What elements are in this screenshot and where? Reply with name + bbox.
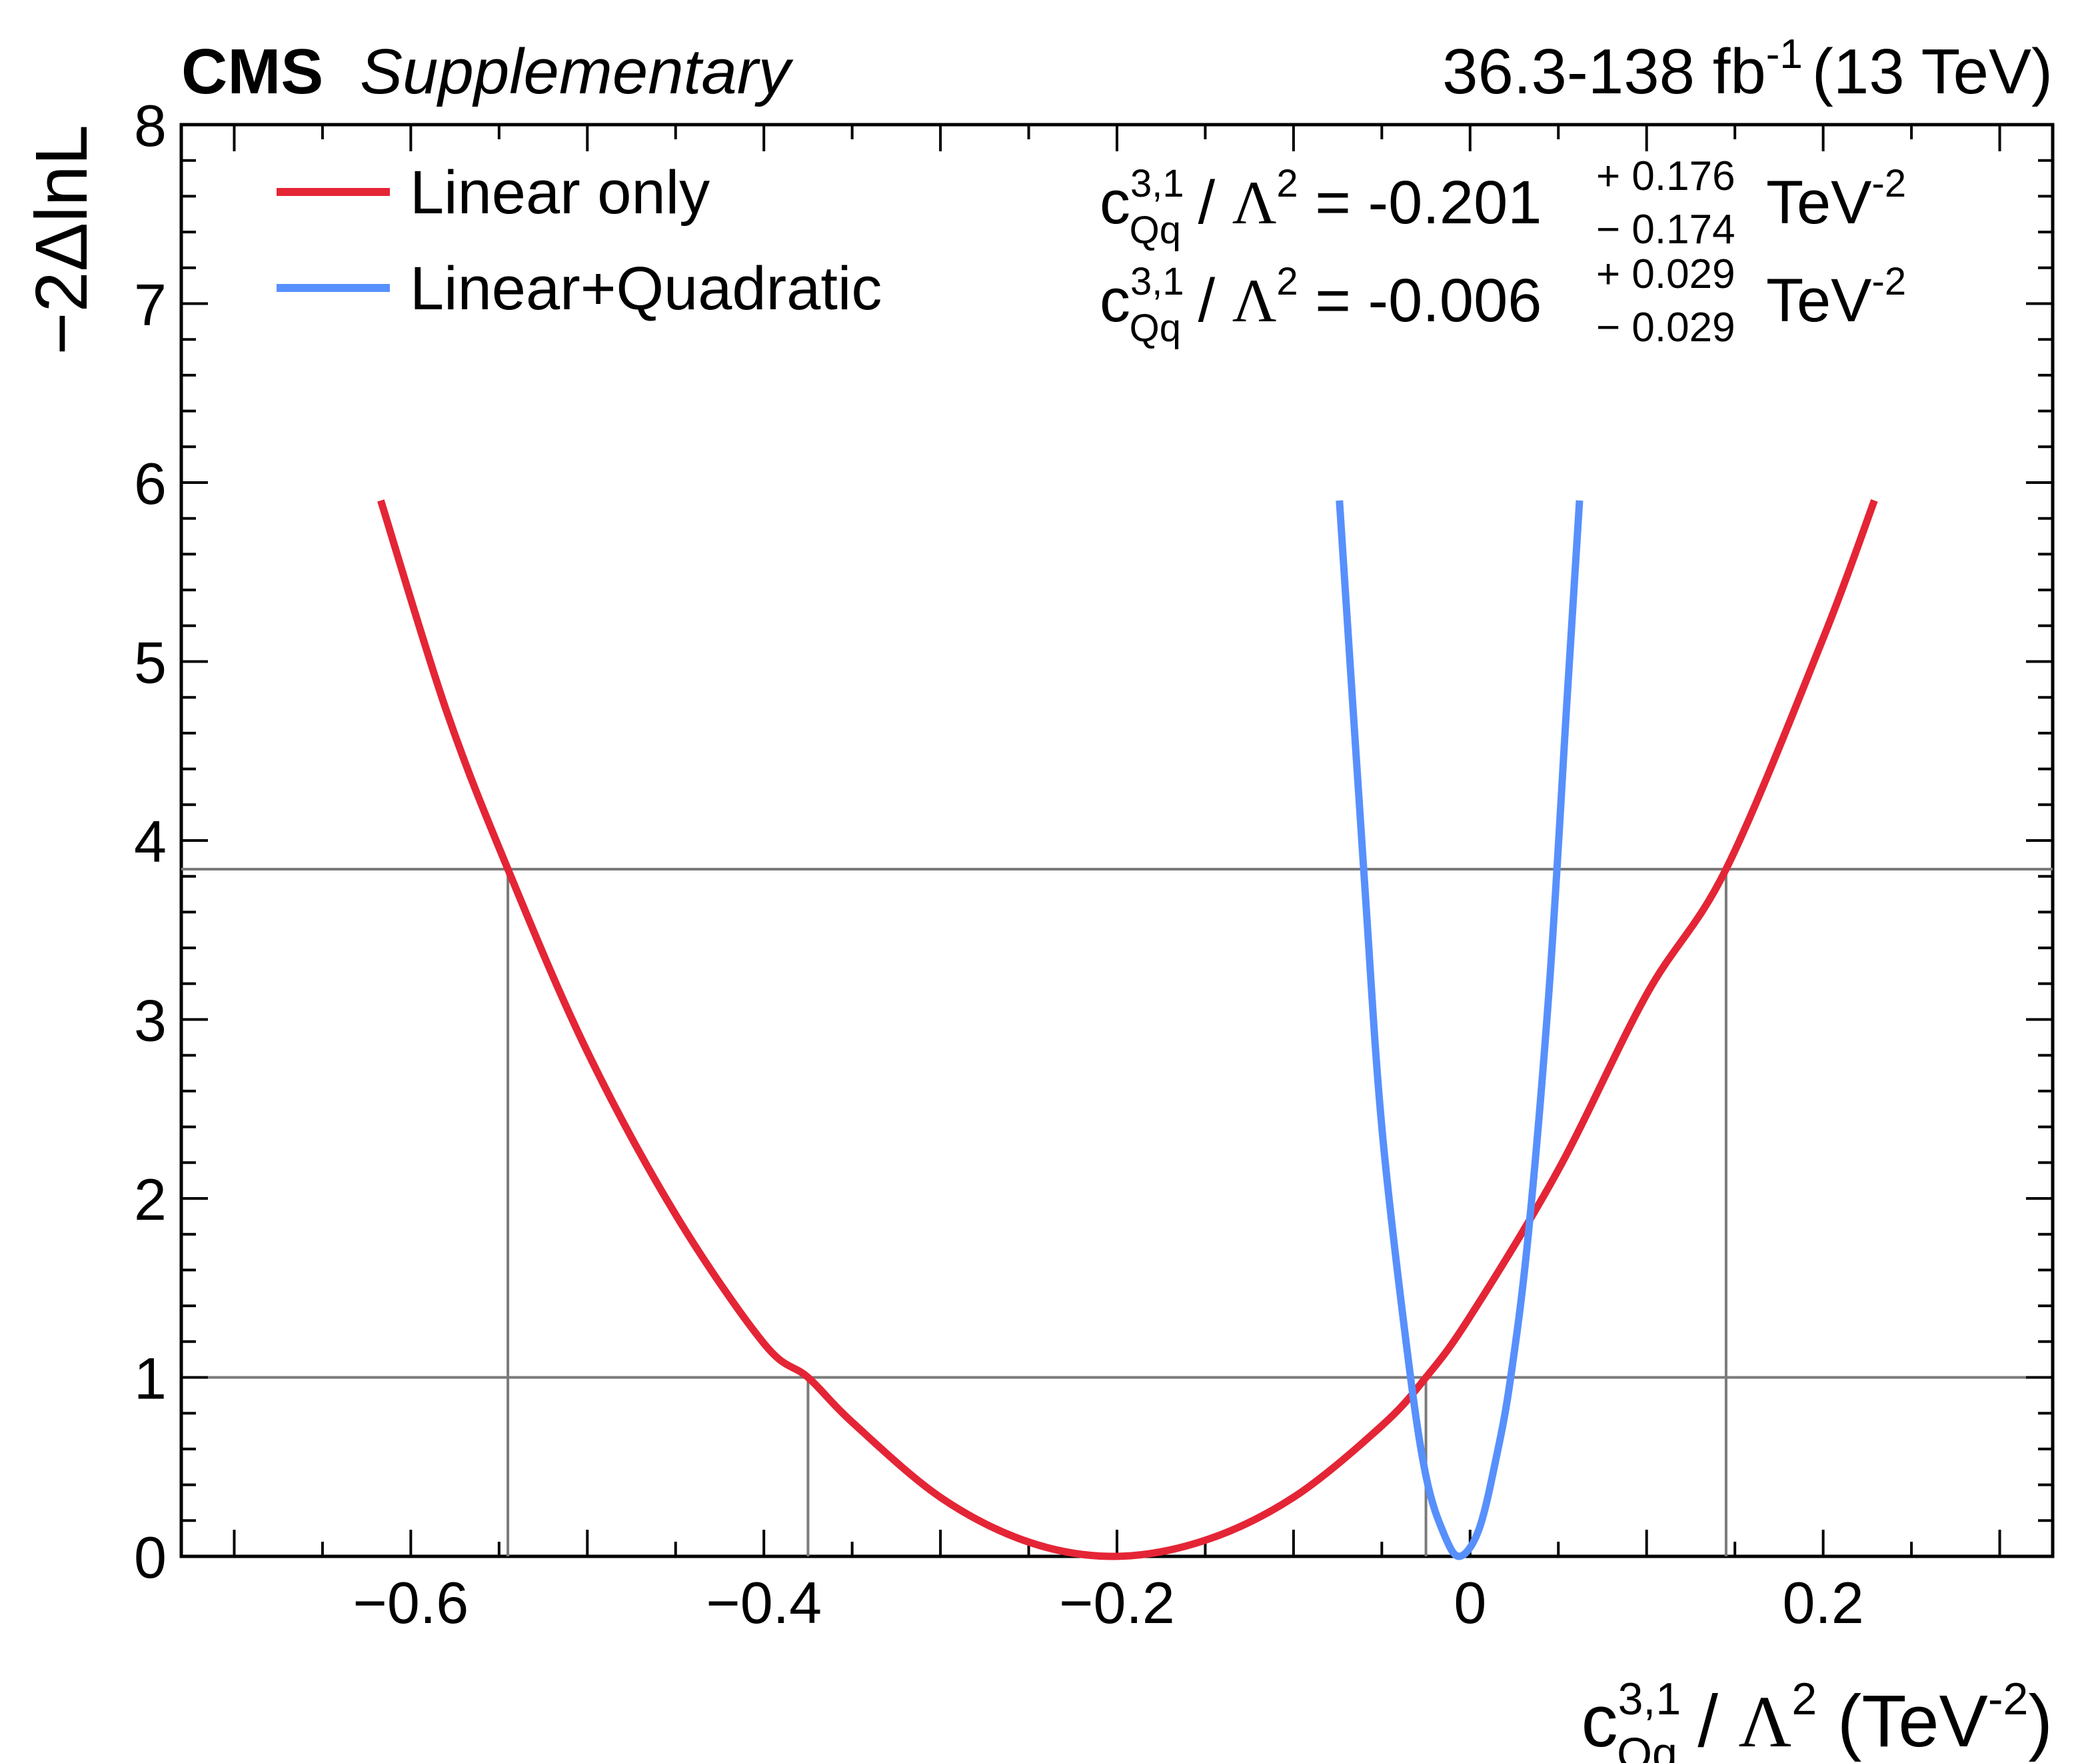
y-tick-label: 2 [134, 1166, 167, 1232]
x-axis-title-unit-close: ) [2028, 1680, 2053, 1762]
linear-quadratic-curve [1336, 500, 1583, 1560]
lumi-exponent: -1 [1766, 31, 1803, 77]
fit-result-linear-main: c3,1 Qq / Λ2 = -0.201 [1100, 162, 1542, 252]
linear-only-curve [377, 499, 1878, 1560]
fit-result-linear: c3,1 Qq / Λ2 = -0.201 + 0.176 − 0.174 TeV… [1100, 153, 1906, 253]
fit-result-linear-sup: 3,1 [1130, 162, 1184, 205]
y-tick-labels: 0 1 2 3 4 5 6 7 8 [134, 93, 167, 1590]
curves [377, 499, 1878, 1560]
fit-result-linear-lambda-exp: 2 [1276, 162, 1298, 205]
y-tick-label: 8 [134, 93, 167, 159]
x-tick-labels: −0.6 −0.4 −0.2 0 0.2 [353, 1570, 1864, 1636]
x-tick-label: −0.4 [706, 1570, 822, 1636]
legend: Linear only Linear+Quadratic [277, 159, 882, 323]
fit-result-linear-unit-text: TeV [1766, 169, 1872, 237]
lumi-energy-label: 36.3-138 fb-1 (13 TeV) [1442, 31, 2053, 107]
x-axis-title-unit-open: (TeV [1817, 1680, 1988, 1762]
x-tick-label: 0.2 [1782, 1570, 1863, 1636]
fit-result-quadratic-main: c3,1 Qq / Λ2 = -0.006 [1100, 260, 1542, 350]
plot-area: −0.6 −0.4 −0.2 0 0.2 0 1 2 3 4 5 6 7 8 [134, 93, 2055, 1636]
fit-result-quadratic-sub: Qq [1130, 307, 1181, 350]
x-tick-label: −0.6 [353, 1570, 469, 1636]
y-tick-label: 7 [134, 272, 167, 338]
fit-result-quadratic-sup: 3,1 [1130, 260, 1184, 303]
x-axis-title-lambda: Λ [1739, 1681, 1792, 1762]
x-axis-title-sub: Qq [1617, 1728, 1677, 1763]
fit-result-quadratic-c: c [1100, 267, 1130, 335]
x-axis-title-lambda-exp: 2 [1791, 1674, 1817, 1724]
fit-result-quadratic-value: = -0.006 [1298, 267, 1542, 335]
legend-label-quadratic: Linear+Quadratic [410, 255, 882, 323]
y-tick-label: 3 [134, 988, 167, 1054]
reference-lines [181, 867, 2053, 1556]
x-tick-label: −0.2 [1059, 1570, 1175, 1636]
x-axis-title-unit-exp: -2 [1988, 1674, 2028, 1724]
fit-result-quadratic-slash: / [1181, 267, 1232, 335]
y-tick-label: 1 [134, 1346, 167, 1412]
fit-result-linear-down: − 0.174 [1596, 207, 1735, 253]
fit-result-quadratic-up: + 0.029 [1596, 251, 1735, 297]
experiment-label: CMS [181, 36, 323, 107]
fit-result-quadratic-lambda-exp: 2 [1276, 260, 1298, 303]
fit-result-linear-sub: Qq [1130, 209, 1181, 252]
supplementary-label: Supplementary [360, 36, 794, 107]
x-axis-title-sup: 3,1 [1618, 1674, 1681, 1724]
fit-result-quadratic-unit: TeV-2 [1766, 260, 1906, 335]
fit-result-linear-unit: TeV-2 [1766, 162, 1906, 237]
y-tick-label: 0 [134, 1524, 167, 1590]
fit-result-quadratic-down: − 0.029 [1596, 305, 1735, 351]
fit-result-quadratic: c3,1 Qq / Λ2 = -0.006 + 0.029 − 0.029 TeV… [1100, 251, 1906, 351]
x-axis-title: c3,1 Qq / Λ2 (TeV-2) [1581, 1674, 2053, 1763]
y-tick-label: 6 [134, 451, 167, 517]
x-axis-title-slash: / [1677, 1680, 1739, 1762]
x-axis-title-c: c [1581, 1680, 1618, 1762]
plot-frame [179, 123, 2055, 1558]
fit-result-linear-unit-exp: -2 [1872, 162, 1907, 205]
fit-result-linear-c: c [1100, 169, 1130, 237]
x-tick-label: 0 [1454, 1570, 1486, 1636]
fit-result-linear-value: = -0.201 [1298, 169, 1542, 237]
fit-result-quadratic-lambda: Λ [1232, 267, 1277, 335]
axis-ticks [181, 123, 2053, 1558]
legend-label-linear: Linear only [410, 159, 710, 227]
fit-result-linear-lambda: Λ [1232, 169, 1277, 237]
y-tick-label: 5 [134, 630, 167, 696]
fit-result-linear-up: + 0.176 [1596, 153, 1735, 199]
y-axis-title: −2ΔlnL [21, 125, 103, 355]
fit-result-quadratic-unit-text: TeV [1766, 267, 1872, 335]
y-tick-label: 4 [134, 809, 167, 875]
energy-label: (13 TeV) [1812, 36, 2053, 107]
fit-result-linear-slash: / [1181, 169, 1232, 237]
lumi-value: 36.3-138 fb [1442, 36, 1766, 107]
fit-result-quadratic-unit-exp: -2 [1872, 260, 1907, 303]
